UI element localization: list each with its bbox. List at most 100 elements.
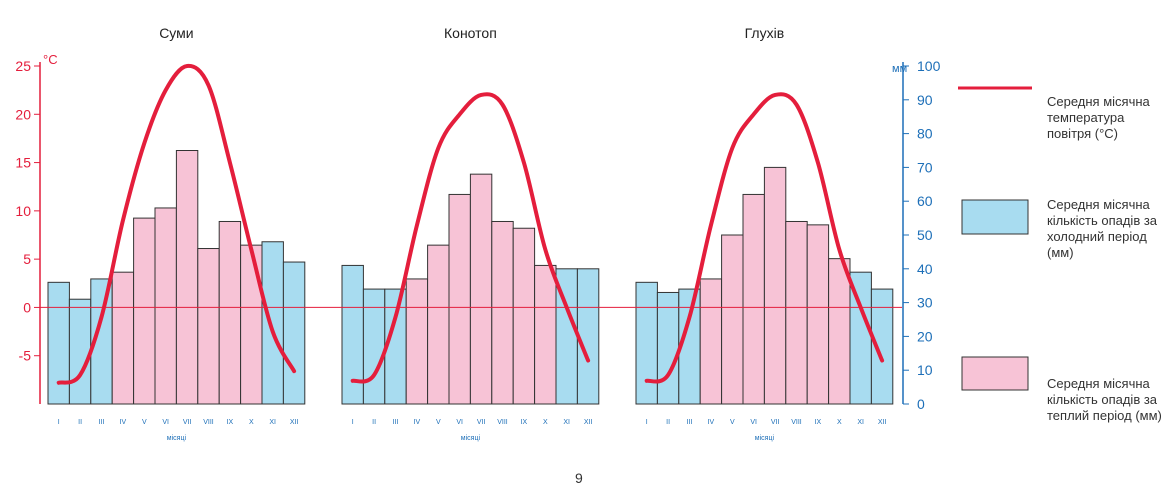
month-tick-label: III bbox=[99, 419, 105, 426]
legend-temp-label: Середня місячна температура повітря (°C) bbox=[1047, 94, 1150, 141]
left-tick-label: 15 bbox=[15, 155, 31, 171]
precip-bar bbox=[534, 264, 557, 405]
precip-bar bbox=[491, 220, 514, 405]
right-tick-label: 20 bbox=[917, 328, 933, 344]
month-tick-label: IX bbox=[521, 419, 528, 426]
month-tick-label: I bbox=[646, 419, 648, 426]
month-tick-label: X bbox=[543, 419, 548, 426]
month-tick-label: I bbox=[58, 419, 60, 426]
month-tick-label: II bbox=[372, 419, 376, 426]
right-tick-label: 60 bbox=[917, 193, 933, 209]
precip-bar bbox=[763, 166, 787, 405]
month-tick-label: II bbox=[666, 419, 670, 426]
left-tick-label: 0 bbox=[23, 299, 31, 315]
panel-title: Конотоп bbox=[444, 25, 497, 41]
precip-bar bbox=[240, 244, 263, 405]
precip-bar bbox=[512, 227, 536, 405]
right-tick-label: 70 bbox=[917, 159, 933, 175]
right-tick-label: 30 bbox=[917, 295, 933, 311]
precip-bar bbox=[133, 217, 156, 405]
month-tick-label: VIII bbox=[791, 419, 802, 426]
right-tick-label: 10 bbox=[917, 362, 933, 378]
month-tick-label: V bbox=[730, 419, 735, 426]
month-tick-label: XII bbox=[878, 419, 887, 426]
month-tick-label: XII bbox=[290, 419, 299, 426]
month-tick-label: XI bbox=[563, 419, 570, 426]
month-tick-label: IV bbox=[414, 419, 421, 426]
precip-bar bbox=[699, 278, 723, 405]
precip-bar bbox=[469, 173, 493, 405]
left-axis-unit: °C bbox=[43, 52, 58, 67]
precip-bar bbox=[68, 298, 92, 405]
month-tick-label: III bbox=[393, 419, 399, 426]
left-tick-label: 20 bbox=[15, 106, 31, 122]
right-tick-label: 100 bbox=[917, 58, 941, 74]
page-number: 9 bbox=[575, 470, 583, 486]
precip-bar bbox=[197, 248, 220, 405]
month-tick-label: IX bbox=[815, 419, 822, 426]
month-tick-label: VIII bbox=[497, 419, 508, 426]
precip-bar bbox=[448, 193, 471, 405]
x-axis-label: місяці bbox=[461, 434, 481, 442]
month-tick-label: VI bbox=[750, 419, 757, 426]
month-tick-label: V bbox=[436, 419, 441, 426]
precip-bar bbox=[785, 220, 808, 405]
month-tick-label: III bbox=[687, 419, 693, 426]
month-tick-label: XI bbox=[857, 419, 864, 426]
month-tick-label: IX bbox=[227, 419, 234, 426]
left-tick-label: 5 bbox=[23, 251, 31, 267]
month-tick-label: VI bbox=[456, 419, 463, 426]
month-tick-label: XII bbox=[584, 419, 593, 426]
month-tick-label: I bbox=[352, 419, 354, 426]
panel-title: Глухів bbox=[745, 25, 785, 41]
month-tick-label: VII bbox=[477, 419, 486, 426]
legend-warm-label: Середня місячна кількість опадів за тепл… bbox=[1047, 376, 1162, 423]
left-tick-label: -5 bbox=[19, 348, 32, 364]
right-tick-label: 40 bbox=[917, 261, 933, 277]
temperature-line bbox=[350, 92, 591, 384]
x-axis-label: місяці bbox=[167, 434, 187, 442]
precip-bar bbox=[656, 291, 680, 405]
precip-bar bbox=[111, 271, 135, 405]
precip-bar bbox=[175, 150, 199, 405]
precip-bar bbox=[154, 207, 177, 405]
right-tick-label: 80 bbox=[917, 126, 933, 142]
precip-bar bbox=[405, 278, 429, 405]
month-tick-label: V bbox=[142, 419, 147, 426]
month-tick-label: IV bbox=[708, 419, 715, 426]
month-tick-label: X bbox=[837, 419, 842, 426]
month-tick-label: VIII bbox=[203, 419, 214, 426]
month-tick-label: VI bbox=[162, 419, 169, 426]
panel-title: Суми bbox=[159, 25, 193, 41]
precip-bar bbox=[282, 261, 306, 405]
precip-bar bbox=[721, 234, 744, 405]
month-tick-label: IV bbox=[120, 419, 127, 426]
right-tick-label: 0 bbox=[917, 396, 925, 412]
precip-bar bbox=[576, 268, 600, 405]
precip-bar bbox=[362, 288, 386, 405]
legend-warm-swatch bbox=[961, 356, 1029, 391]
precip-bar bbox=[828, 258, 851, 405]
right-tick-label: 90 bbox=[917, 92, 933, 108]
right-tick-label: 50 bbox=[917, 227, 933, 243]
right-axis-unit: мм bbox=[892, 63, 907, 75]
month-tick-label: VII bbox=[183, 419, 192, 426]
month-tick-label: XI bbox=[269, 419, 276, 426]
precip-bar bbox=[261, 241, 284, 405]
month-tick-label: II bbox=[78, 419, 82, 426]
precip-bar bbox=[870, 288, 894, 405]
left-tick-label: 25 bbox=[15, 58, 31, 74]
temperature-line bbox=[56, 63, 297, 385]
precip-bar bbox=[635, 281, 658, 405]
precip-bar bbox=[806, 224, 830, 405]
left-tick-label: 10 bbox=[15, 203, 31, 219]
legend-cold-swatch bbox=[961, 199, 1029, 235]
temperature-line bbox=[644, 92, 885, 384]
x-axis-label: місяці bbox=[755, 434, 775, 442]
precip-bar bbox=[218, 220, 242, 405]
month-tick-label: X bbox=[249, 419, 254, 426]
legend-cold-label: Середня місячна кількість опадів за холо… bbox=[1047, 197, 1158, 260]
precip-bar bbox=[47, 281, 70, 405]
month-tick-label: VII bbox=[771, 419, 780, 426]
